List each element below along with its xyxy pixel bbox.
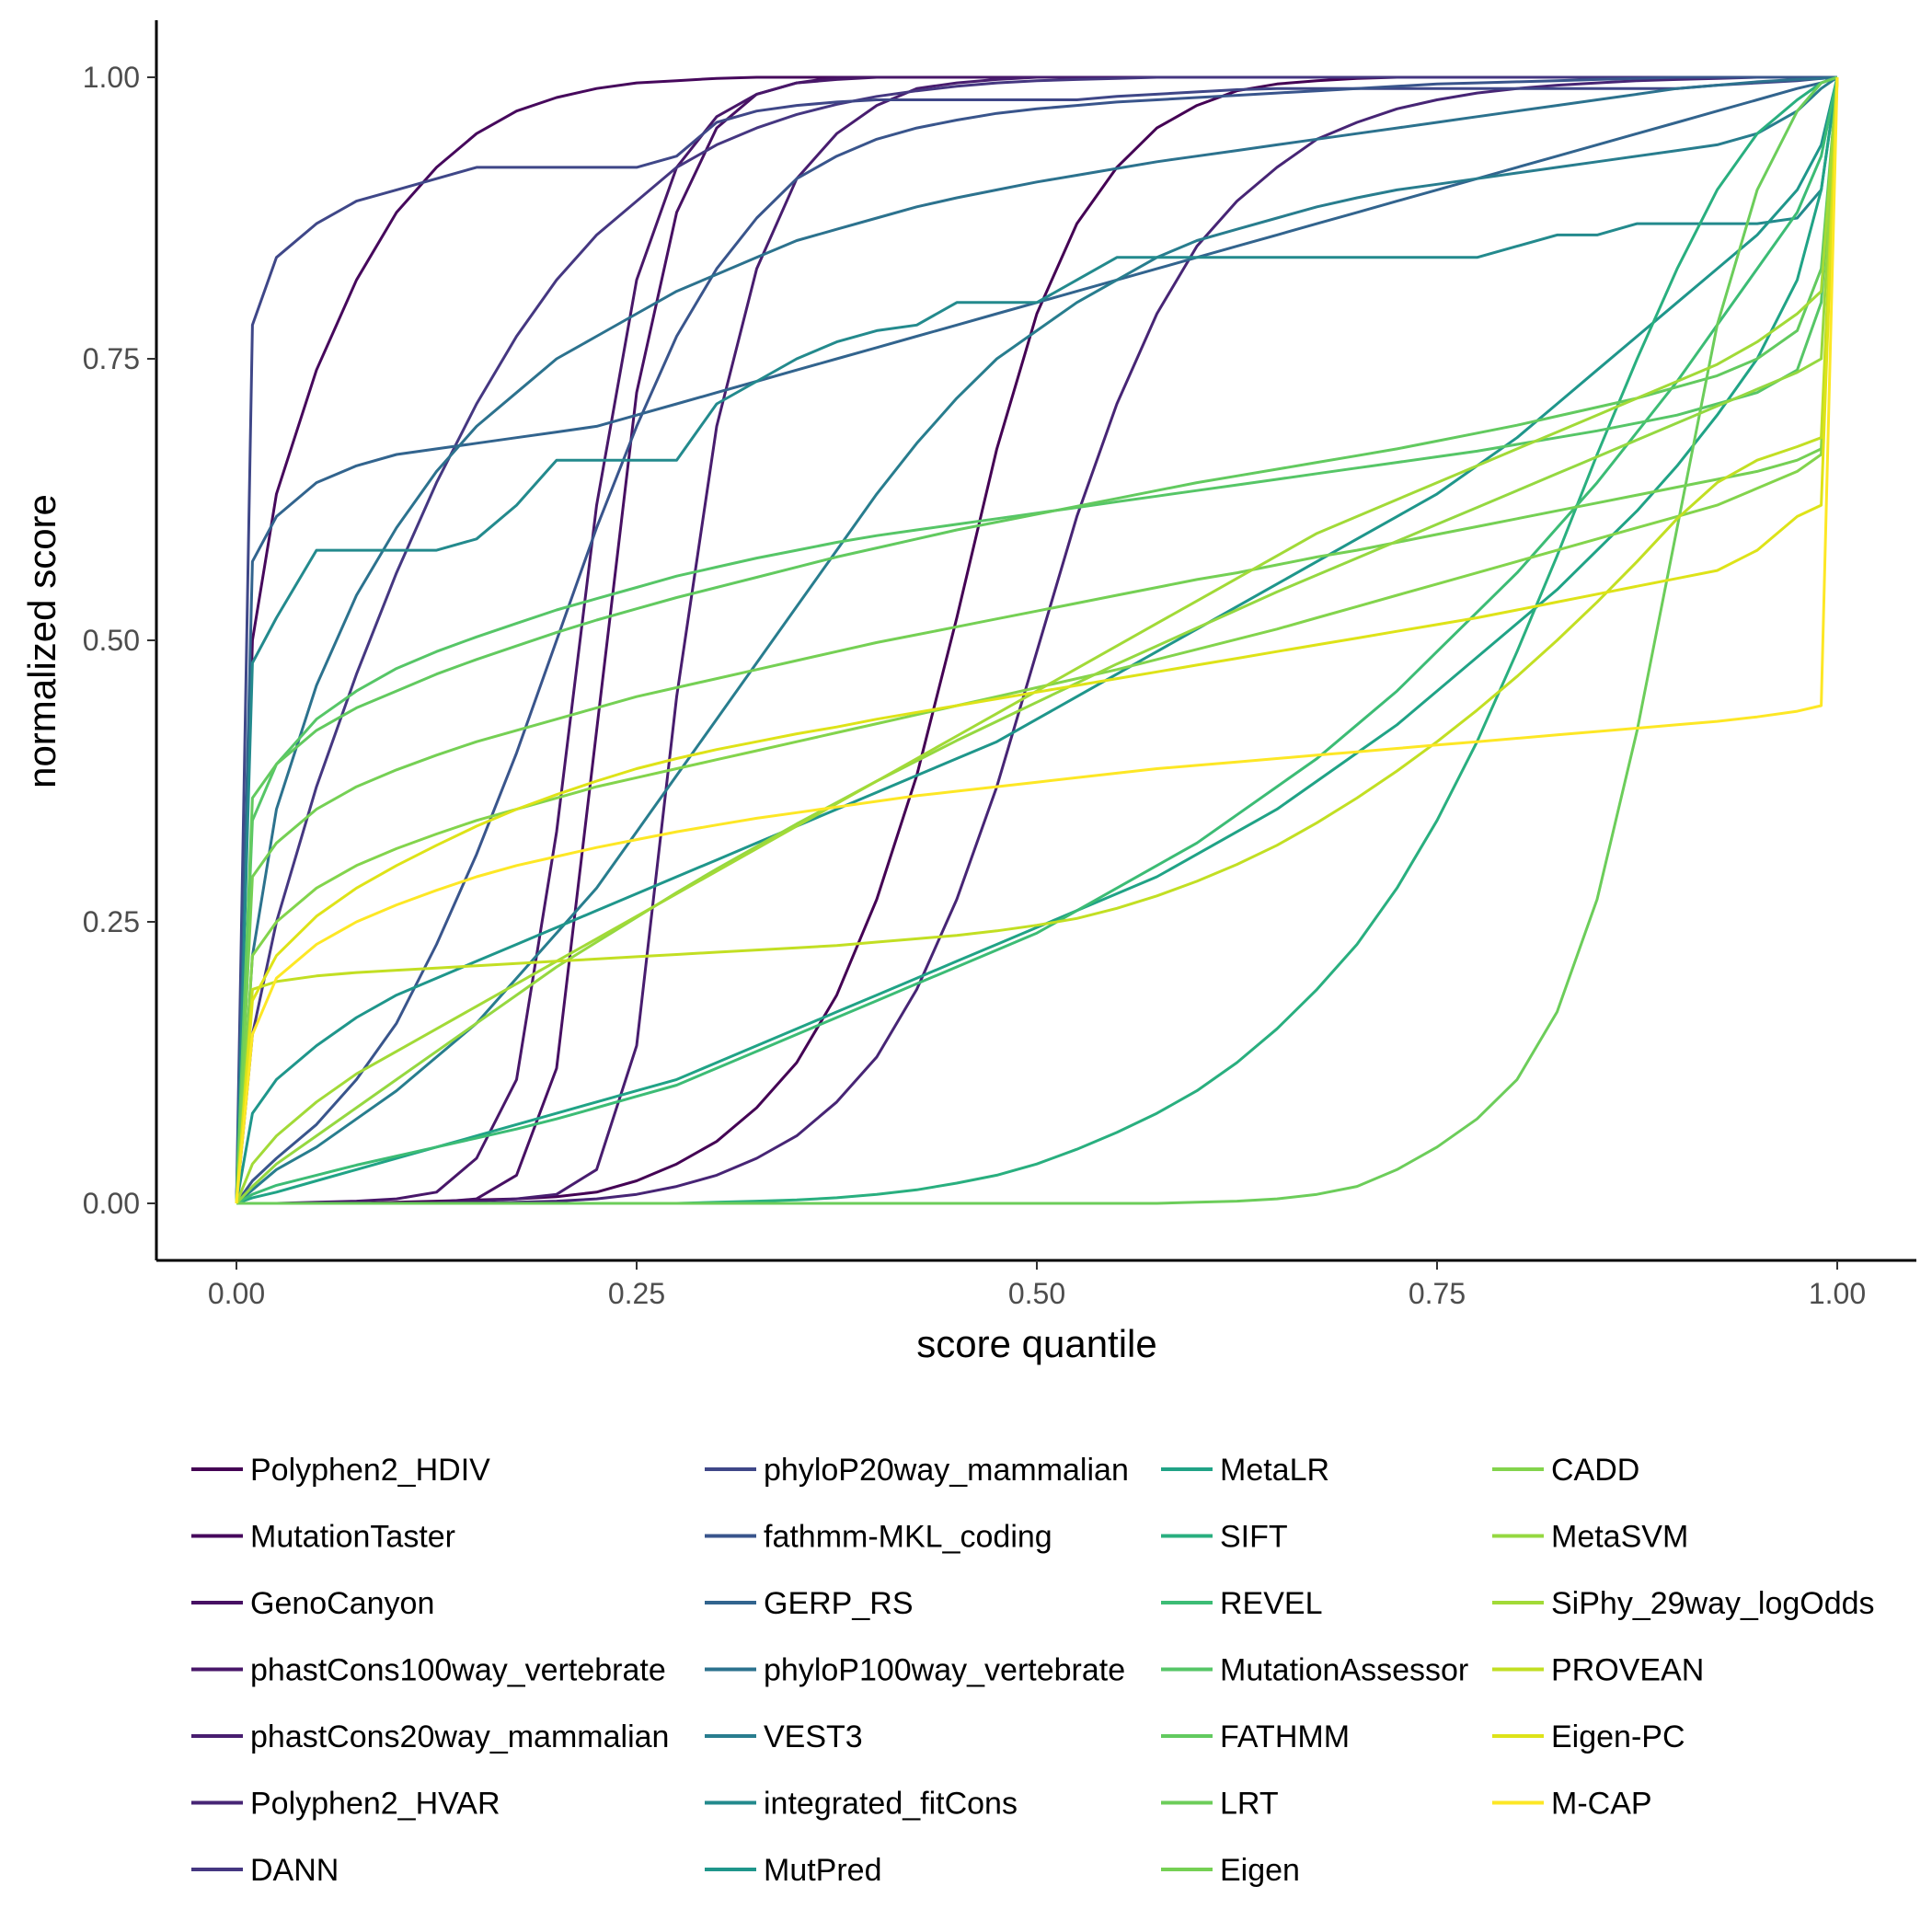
series-line-5 [236, 75, 1837, 1205]
y-tick-label: 0.25 [83, 905, 140, 938]
y-tick-label: 1.00 [83, 61, 140, 94]
series-line-23 [235, 76, 1839, 1204]
legend-label: integrated_fitCons [764, 1787, 1018, 1822]
legend-item: Polyphen2_HVAR [191, 1787, 500, 1822]
legend-label: GERP_RS [764, 1586, 914, 1621]
legend-item: phyloP100way_vertebrate [705, 1653, 1125, 1688]
legend-label: Polyphen2_HVAR [250, 1787, 500, 1822]
x-axis-ticks: 0.00 0.25 0.50 0.75 1.00 [208, 1260, 1866, 1310]
legend-label: Eigen [1220, 1853, 1300, 1888]
legend-label: MutPred [764, 1853, 882, 1888]
x-axis-title: score quantile [916, 1322, 1157, 1365]
legend-label: DANN [250, 1853, 339, 1888]
series-line-22 [235, 76, 1839, 1205]
legend-item: LRT [1161, 1787, 1279, 1822]
series-line-8 [235, 75, 1837, 1204]
series-line-26 [235, 76, 1839, 1204]
x-tick-label: 0.50 [1008, 1277, 1065, 1310]
legend-item: MetaSVM [1492, 1520, 1688, 1555]
series-line-21 [235, 76, 1839, 1204]
legend-item: MetaLR [1161, 1453, 1329, 1488]
legend-item: DANN [191, 1853, 339, 1888]
legend-label: M-CAP [1551, 1787, 1652, 1822]
series-line-24 [235, 76, 1839, 1204]
series-line-12 [235, 76, 1839, 1204]
series-line-13 [235, 76, 1839, 1204]
legend-label: Eigen-PC [1551, 1719, 1685, 1754]
legend-label: phyloP20way_mammalian [764, 1453, 1129, 1488]
legend-item: Eigen-PC [1492, 1719, 1685, 1754]
legend: Polyphen2_HDIV MutationTaster GenoCanyon ph… [191, 1453, 1875, 1888]
x-tick-label: 0.75 [1409, 1277, 1466, 1310]
legend-label: Polyphen2_HDIV [250, 1453, 490, 1488]
legend-item: M-CAP [1492, 1787, 1652, 1822]
series-line-2 [236, 75, 1837, 1205]
series-line-20 [235, 76, 1839, 1204]
legend-item: Polyphen2_HDIV [191, 1453, 490, 1488]
series-line-14 [236, 76, 1839, 1205]
series-line-15 [236, 75, 1838, 1205]
legend-item: MutationAssessor [1161, 1653, 1468, 1688]
series-line-9 [235, 75, 1838, 1204]
legend-label: PROVEAN [1551, 1653, 1704, 1688]
legend-label: MutationAssessor [1220, 1653, 1468, 1688]
legend-label: GenoCanyon [250, 1586, 434, 1621]
y-tick-label: 0.75 [83, 342, 140, 375]
legend-label: MetaSVM [1551, 1520, 1688, 1555]
legend-item: VEST3 [705, 1719, 863, 1754]
y-axis-ticks: 0.00 0.25 0.50 0.75 1.00 [83, 61, 156, 1220]
legend-item: REVEL [1161, 1586, 1323, 1621]
series-line-7 [235, 75, 1838, 1204]
x-tick-label: 1.00 [1809, 1277, 1866, 1310]
legend-label: FATHMM [1220, 1719, 1350, 1754]
legend-item: fathmm-MKL_coding [705, 1520, 1052, 1555]
y-axis-title: normalized score [20, 494, 63, 788]
series-line-18 [235, 76, 1839, 1204]
legend-item: MutationTaster [191, 1520, 455, 1555]
legend-label: phastCons100way_vertebrate [250, 1653, 666, 1688]
legend-item: GenoCanyon [191, 1586, 434, 1621]
legend-item: SIFT [1161, 1520, 1288, 1555]
legend-item: MutPred [705, 1853, 882, 1888]
series-line-25 [235, 76, 1839, 1204]
series-line-16 [236, 76, 1839, 1205]
legend-item: SiPhy_29way_logOdds [1492, 1586, 1875, 1621]
legend-label: MetaLR [1220, 1453, 1329, 1488]
y-tick-label: 0.50 [83, 624, 140, 657]
legend-item: CADD [1492, 1453, 1639, 1488]
series-line-3 [236, 75, 1837, 1205]
legend-label: fathmm-MKL_coding [764, 1520, 1052, 1555]
series-lines [235, 75, 1839, 1205]
legend-label: REVEL [1220, 1586, 1323, 1621]
legend-item: phyloP20way_mammalian [705, 1453, 1129, 1488]
legend-label: CADD [1551, 1453, 1639, 1488]
legend-item: PROVEAN [1492, 1653, 1704, 1688]
legend-label: LRT [1220, 1787, 1279, 1822]
series-line-17 [235, 76, 1839, 1204]
legend-item: phastCons20way_mammalian [191, 1719, 669, 1754]
legend-label: MutationTaster [250, 1520, 455, 1555]
plot-panel: 0.00 0.25 0.50 0.75 1.00 0.00 0.25 0.50 0.75 1.0… [83, 20, 1916, 1310]
series-line-10 [235, 75, 1838, 1204]
legend-item: Eigen [1161, 1853, 1300, 1888]
legend-label: SIFT [1220, 1520, 1288, 1555]
series-line-6 [235, 75, 1837, 1204]
legend-label: VEST3 [764, 1719, 863, 1754]
x-tick-label: 0.25 [608, 1277, 665, 1310]
legend-item: GERP_RS [705, 1586, 914, 1621]
x-tick-label: 0.00 [208, 1277, 265, 1310]
series-line-1 [235, 75, 1837, 1204]
legend-label: phastCons20way_mammalian [250, 1719, 669, 1754]
legend-label: SiPhy_29way_logOdds [1551, 1586, 1875, 1621]
legend-label: phyloP100way_vertebrate [764, 1653, 1125, 1688]
series-line-19 [236, 75, 1838, 1205]
legend-item: integrated_fitCons [705, 1787, 1018, 1822]
series-line-11 [236, 75, 1838, 1205]
legend-item: FATHMM [1161, 1719, 1350, 1754]
legend-item: phastCons100way_vertebrate [191, 1653, 666, 1688]
y-tick-label: 0.00 [83, 1187, 140, 1220]
series-line-0 [236, 75, 1837, 1205]
series-line-4 [236, 75, 1837, 1205]
